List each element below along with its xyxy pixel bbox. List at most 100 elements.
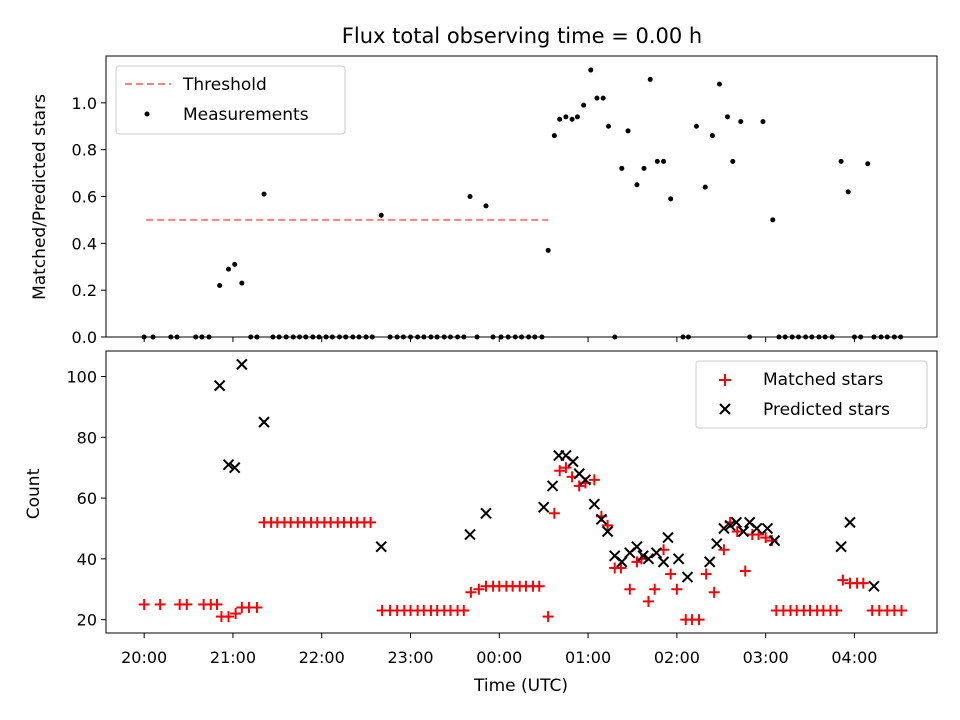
bottom-axes-frame <box>105 350 938 634</box>
predicted-star-point <box>662 531 674 544</box>
bottom-y-tick-label: 100 <box>66 368 97 387</box>
measurement-point <box>661 158 667 164</box>
measurement-point <box>606 123 612 129</box>
predicted-star-point <box>868 580 880 592</box>
top-y-tick-label: 0.8 <box>72 141 97 160</box>
bottom-legend-box <box>695 360 928 429</box>
top-y-tick-label: 1.0 <box>72 94 97 113</box>
matched-star-point <box>665 568 677 580</box>
matched-star-point <box>602 519 614 531</box>
bottom-x-tick-label: 21:00 <box>210 648 256 667</box>
measurement-point <box>709 133 715 139</box>
matched-star-point <box>857 577 869 589</box>
top-chart-title: Flux total observing time = 0.00 h <box>342 24 702 48</box>
measurement-point <box>581 102 587 108</box>
measurement-point <box>738 119 744 125</box>
measurement-point <box>898 334 904 340</box>
predicted-star-point <box>730 516 743 529</box>
measurement-point <box>526 334 532 340</box>
matched-star-point <box>554 465 566 477</box>
measurement-point <box>641 165 647 171</box>
measurement-point <box>803 334 809 340</box>
measurement-point <box>254 334 260 340</box>
bottom-x-tick-label: 01:00 <box>565 648 611 667</box>
measurement-point <box>574 114 580 120</box>
matched-star-point <box>760 532 772 544</box>
predicted-star-point <box>751 522 763 535</box>
measurement-point <box>563 114 569 120</box>
measurement-point <box>702 184 708 190</box>
measurement-point <box>760 119 766 125</box>
measurement-point <box>822 334 828 340</box>
measurement-point <box>871 334 877 340</box>
predicted-star-point <box>637 550 649 562</box>
measurement-point <box>569 116 575 122</box>
matched-star-point <box>739 565 751 577</box>
bottom-x-tick-label: 22:00 <box>299 648 345 667</box>
predicted-star-point <box>724 519 736 532</box>
measurement-point <box>343 334 349 340</box>
measurement-point <box>387 334 393 340</box>
matched-star-point <box>718 544 730 556</box>
top-y-tick-label: 0.6 <box>72 188 97 207</box>
measurement-point <box>829 334 835 340</box>
predicted-legend-label: Predicted stars <box>763 400 890 420</box>
top-y-axis-label: Matched/Predicted stars <box>30 94 50 300</box>
measurement-point <box>174 334 180 340</box>
predicted-star-point <box>737 525 750 538</box>
measurement-point <box>232 261 238 267</box>
measurement-point <box>150 334 156 340</box>
matched-star-point <box>542 611 554 623</box>
predicted-star-point <box>704 556 716 568</box>
matched-star-point <box>671 583 683 595</box>
measurement-point <box>588 67 594 73</box>
top-y-tick-label: 0.2 <box>72 281 97 300</box>
measurement-point <box>789 334 795 340</box>
measurement-point <box>441 334 447 340</box>
measurement-point <box>350 334 356 340</box>
measurement-point <box>625 128 631 134</box>
top-y-tick-label: 0.4 <box>72 234 97 253</box>
measurement-point <box>323 334 329 340</box>
measurement-point <box>519 334 524 340</box>
measurement-point <box>248 334 254 340</box>
measurement-point <box>270 334 276 340</box>
measurement-point <box>884 334 890 340</box>
measurement-point <box>505 334 511 340</box>
top-legend: Threshold Measurements <box>115 65 346 135</box>
measurement-point <box>816 334 822 340</box>
measurement-point <box>467 194 473 199</box>
predicted-star-point <box>567 455 579 468</box>
matched-star-point <box>588 474 600 486</box>
measurement-point <box>498 334 504 340</box>
bottom-y-tick-label: 60 <box>77 489 97 508</box>
matched-star-point <box>465 586 477 598</box>
measurement-point <box>782 334 788 340</box>
bottom-x-tick-label: 02:00 <box>654 648 700 667</box>
matched-star-point <box>548 507 560 519</box>
measurement-point <box>878 334 884 340</box>
measurement-point <box>730 158 736 164</box>
measurement-point <box>612 334 618 340</box>
predicted-star-point <box>236 358 248 371</box>
measurement-point <box>290 334 296 340</box>
predicted-star-point <box>768 534 781 547</box>
measurement-point <box>600 95 606 101</box>
measurement-point <box>141 334 147 340</box>
measurement-point <box>634 182 640 188</box>
matched-star-point <box>700 568 712 580</box>
measurement-point <box>447 334 453 340</box>
measurement-point <box>421 334 427 340</box>
matched-star-point <box>154 598 166 610</box>
measurement-point <box>369 334 375 340</box>
predicted-star-point <box>480 507 492 519</box>
measurement-point <box>378 212 384 218</box>
matched-star-point <box>837 574 849 586</box>
measurement-point <box>206 334 212 340</box>
predicted-star-point <box>761 522 774 535</box>
threshold-legend-label: Threshold <box>182 75 267 95</box>
matched-star-point <box>895 605 907 617</box>
measurement-point <box>394 334 400 340</box>
predicted-star-point <box>222 458 235 471</box>
